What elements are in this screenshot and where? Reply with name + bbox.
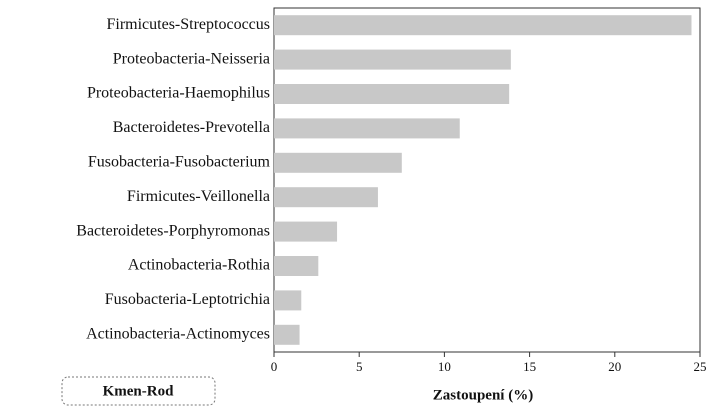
bar [274,49,511,70]
label-box [61,376,216,406]
plot-frame [273,7,701,353]
x-axis-title: Zastoupení (%) [433,387,533,403]
y-tick-label: Bacteroidetes-Porphyromonas [76,222,270,239]
x-tick-label: 5 [356,359,363,374]
y-tick-label: Actinobacteria-Rothia [128,257,270,274]
y-tick-label: Fusobacteria-Fusobacterium [88,153,271,170]
box-label: Kmen-Rod [103,383,174,399]
x-tick-label: 15 [523,359,536,374]
bar [274,256,319,276]
x-tick-label: 0 [271,359,278,374]
y-tick-label: Proteobacteria-Haemophilus [87,85,270,102]
bar [274,15,692,36]
bar [274,118,460,139]
x-tick-label: 25 [694,359,707,374]
y-tick-label: Firmicutes-Streptococcus [106,16,270,33]
bar [274,221,338,242]
x-tick-label: 10 [438,359,451,374]
bar [274,290,302,311]
y-tick-label: Firmicutes-Veillonella [127,188,270,205]
y-tick-label: Actinobacteria-Actinomyces [86,325,270,342]
x-tick-label: 20 [608,359,621,374]
bar [274,84,510,104]
y-tick-label: Bacteroidetes-Prevotella [113,119,270,136]
bar [274,187,378,208]
y-tick-label: Fusobacteria-Leptotrichia [105,291,270,308]
bar [274,152,402,173]
bar [274,324,300,345]
y-tick-label: Proteobacteria-Neisseria [113,50,270,67]
